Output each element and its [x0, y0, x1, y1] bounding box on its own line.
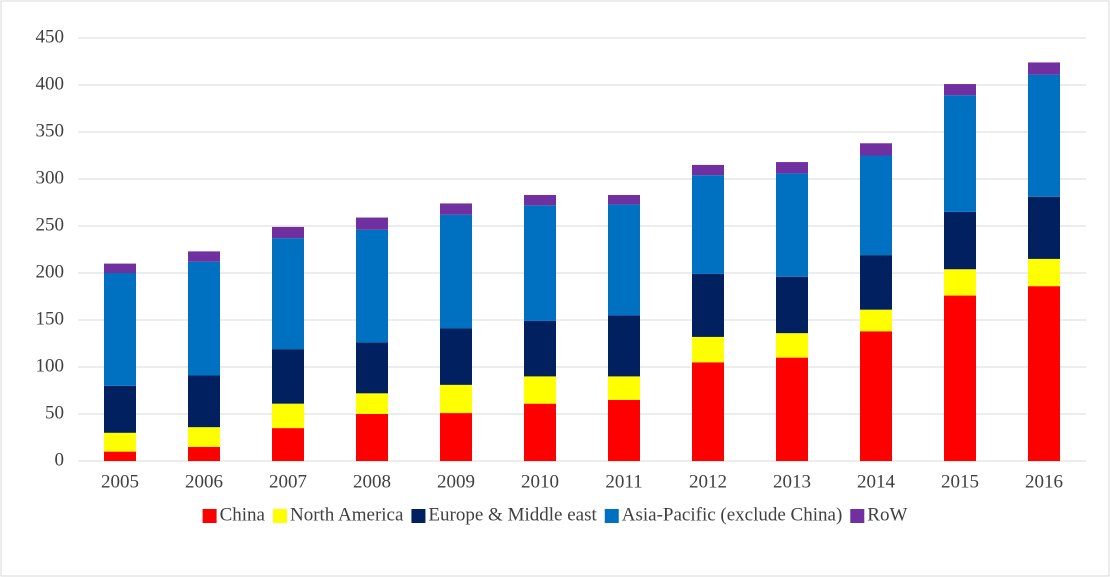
bar-segment	[692, 336, 724, 363]
legend-swatch	[411, 509, 426, 523]
y-tick-label: 100	[36, 355, 65, 376]
y-tick-label: 0	[55, 449, 65, 470]
legend-swatch	[202, 509, 217, 523]
y-tick-label: 400	[36, 73, 65, 94]
bar-segment	[188, 446, 220, 461]
bar-segment	[608, 399, 640, 461]
x-tick-label: 2006	[185, 471, 223, 492]
bar-segment	[1028, 74, 1060, 197]
y-tick-label: 200	[36, 261, 65, 282]
bar-segment	[440, 413, 472, 461]
legend-label: China	[220, 504, 266, 525]
legend-swatch	[850, 509, 865, 523]
bar-segment	[440, 214, 472, 329]
bar-segment	[524, 376, 556, 404]
bar-segment	[944, 295, 976, 461]
bar-segment	[1028, 62, 1060, 75]
bar-segment	[104, 273, 136, 386]
bar-segment	[356, 342, 388, 394]
bar-segment	[776, 333, 808, 358]
bar-segment	[524, 194, 556, 206]
bar-segment	[944, 269, 976, 296]
legend-swatch	[272, 509, 287, 523]
legend-swatch	[604, 509, 619, 523]
bar-segment	[692, 362, 724, 461]
x-tick-label: 2012	[689, 471, 727, 492]
y-tick-label: 450	[36, 26, 65, 47]
x-tick-label: 2007	[269, 471, 307, 492]
bar-segment	[356, 229, 388, 343]
bar-segment	[1028, 258, 1060, 287]
bar-segment	[104, 263, 136, 273]
bar-segment	[272, 349, 304, 404]
bar-segment	[104, 451, 136, 461]
y-tick-label: 250	[36, 214, 65, 235]
bar-segment	[860, 143, 892, 156]
bar-segment	[524, 403, 556, 461]
bar-segment	[692, 273, 724, 337]
bar-segment	[608, 315, 640, 377]
bar-segment	[1028, 196, 1060, 259]
bar-segment	[440, 203, 472, 215]
bar-segment	[188, 427, 220, 447]
bar-segment	[272, 403, 304, 429]
bar-segment	[860, 331, 892, 461]
legend-label: RoW	[867, 504, 907, 525]
x-tick-label: 2008	[353, 471, 391, 492]
bar-segment	[272, 226, 304, 239]
y-tick-label: 350	[36, 120, 65, 141]
bar-segment	[104, 432, 136, 452]
bar-segment	[776, 162, 808, 174]
x-tick-label: 2010	[521, 471, 559, 492]
x-tick-label: 2015	[941, 471, 979, 492]
bar-segment	[692, 175, 724, 274]
bar-segment	[440, 384, 472, 414]
x-tick-label: 2013	[773, 471, 811, 492]
bar-segment	[524, 320, 556, 377]
bar-segment	[356, 414, 388, 461]
bar-segment	[944, 211, 976, 270]
bar-segment	[524, 205, 556, 321]
bar-segment	[608, 204, 640, 316]
bar-segment	[944, 95, 976, 212]
legend-label: Asia-Pacific (exclude China)	[622, 504, 843, 525]
bar-segment	[188, 375, 220, 428]
bar-segment	[860, 255, 892, 310]
x-tick-label: 2016	[1025, 471, 1063, 492]
bar-segment	[692, 164, 724, 176]
bar-segment	[272, 428, 304, 461]
bar-segment	[356, 217, 388, 230]
bar-segment	[608, 194, 640, 205]
legend-label: Europe & Middle east	[428, 504, 597, 525]
bar-segment	[776, 276, 808, 334]
bar-segment	[104, 385, 136, 433]
bar-segment	[188, 261, 220, 376]
x-tick-label: 2009	[437, 471, 475, 492]
y-tick-label: 50	[45, 402, 64, 423]
bar-segment	[860, 155, 892, 256]
bar-segment	[1028, 286, 1060, 461]
bar-segment	[944, 84, 976, 96]
x-tick-label: 2005	[101, 471, 139, 492]
legend-label: North America	[290, 504, 404, 525]
bar-segment	[188, 251, 220, 262]
y-tick-label: 150	[36, 308, 65, 329]
bar-segment	[776, 357, 808, 461]
bar-segment	[608, 376, 640, 400]
bar-segment	[356, 393, 388, 414]
bar-segment	[440, 328, 472, 385]
bar-segment	[776, 173, 808, 277]
x-tick-label: 2011	[605, 471, 642, 492]
bar-segment	[860, 309, 892, 332]
y-tick-label: 300	[36, 167, 65, 188]
x-tick-label: 2014	[857, 471, 896, 492]
bar-segment	[272, 238, 304, 350]
